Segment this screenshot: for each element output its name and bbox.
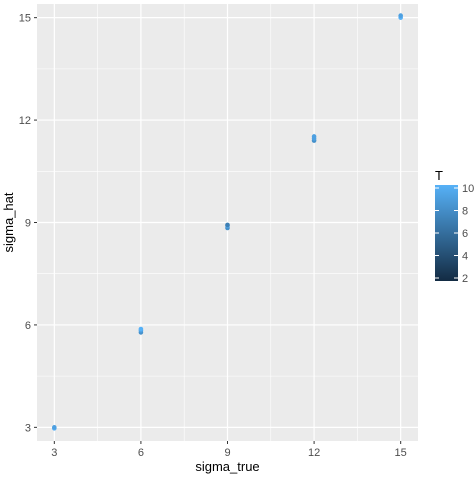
data-point xyxy=(225,222,230,228)
legend-title: T xyxy=(435,168,443,183)
data-point xyxy=(311,134,317,139)
colorbar-ticks: 2 4 6 8 10 xyxy=(435,183,474,285)
colorbar-tick-label: 6 xyxy=(462,228,468,240)
data-point xyxy=(52,425,57,430)
x-tick-label: 15 xyxy=(395,447,407,459)
colorbar-tick-label: 10 xyxy=(462,183,474,195)
colorbar xyxy=(435,185,458,281)
x-tick-label: 3 xyxy=(51,447,57,459)
legend: T 2 4 6 8 10 xyxy=(435,168,474,285)
colorbar-tick-label: 4 xyxy=(462,251,468,263)
x-axis: 3 6 9 12 15 xyxy=(51,441,407,459)
y-tick-label: 6 xyxy=(25,320,31,332)
x-tick-label: 12 xyxy=(308,447,320,459)
y-axis-title: sigma_hat xyxy=(1,192,16,252)
data-point xyxy=(398,13,403,18)
y-axis: 3 6 9 12 15 xyxy=(19,13,37,434)
colorbar-tick-label: 2 xyxy=(462,273,468,285)
x-tick-label: 6 xyxy=(138,447,144,459)
data-points xyxy=(52,13,403,431)
y-tick-label: 15 xyxy=(19,13,31,25)
y-tick-label: 9 xyxy=(25,218,31,230)
y-tick-label: 3 xyxy=(25,422,31,434)
grid-major xyxy=(37,4,418,441)
y-tick-label: 12 xyxy=(19,115,31,127)
x-tick-label: 9 xyxy=(224,447,230,459)
colorbar-tick-label: 8 xyxy=(462,206,468,218)
data-point xyxy=(138,326,144,332)
x-axis-title: sigma_true xyxy=(195,459,259,474)
